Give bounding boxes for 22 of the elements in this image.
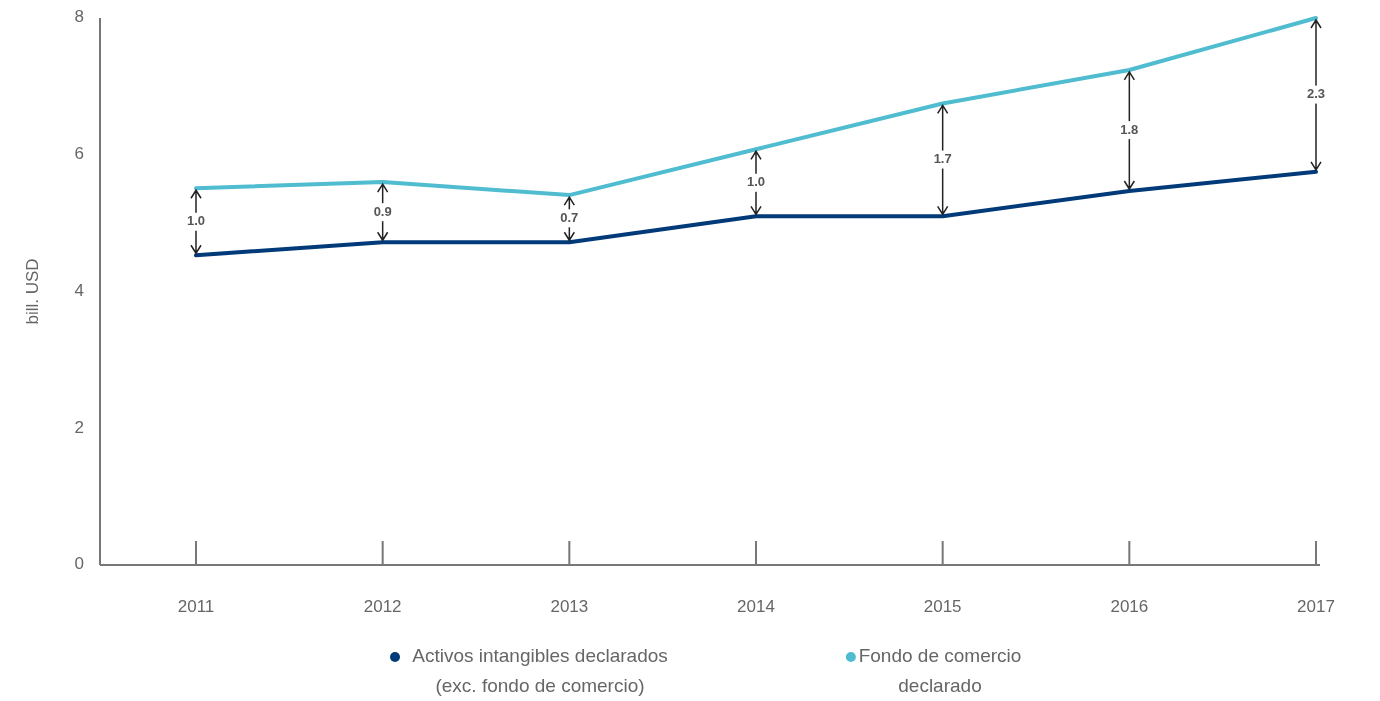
y-tick-label: 6: [74, 144, 84, 164]
x-tick-label: 2017: [1297, 597, 1335, 616]
y-tick-label: 0: [74, 554, 84, 574]
y-tick-label: 2: [74, 417, 84, 437]
y-tick-label: 8: [74, 7, 84, 27]
annotation: 1.0: [186, 213, 206, 229]
annotation: 1.0: [746, 174, 766, 190]
x-tick-label: 2013: [550, 597, 589, 616]
x-tick-label: 2014: [737, 597, 775, 616]
x-tick-label: 2016: [1110, 597, 1149, 616]
x-tick-label: 2012: [363, 597, 402, 616]
annotation: 0.9: [373, 203, 392, 219]
annotation: 1.8: [1120, 121, 1139, 137]
legend-label: Activos intangibles declarados (exc. fondo de comercio): [412, 645, 668, 697]
annotation: 0.7: [560, 209, 579, 225]
annotation: 2.3: [1306, 86, 1326, 102]
annotation: 1.7: [933, 150, 952, 166]
x-tick-label: 2011: [177, 597, 215, 616]
legend-label: Fondo de comercio declarado: [858, 645, 1022, 697]
y-tick-label: 4: [74, 280, 84, 300]
y-axis-title: bill. USD: [23, 258, 42, 325]
x-tick-label: 2015: [923, 597, 962, 616]
